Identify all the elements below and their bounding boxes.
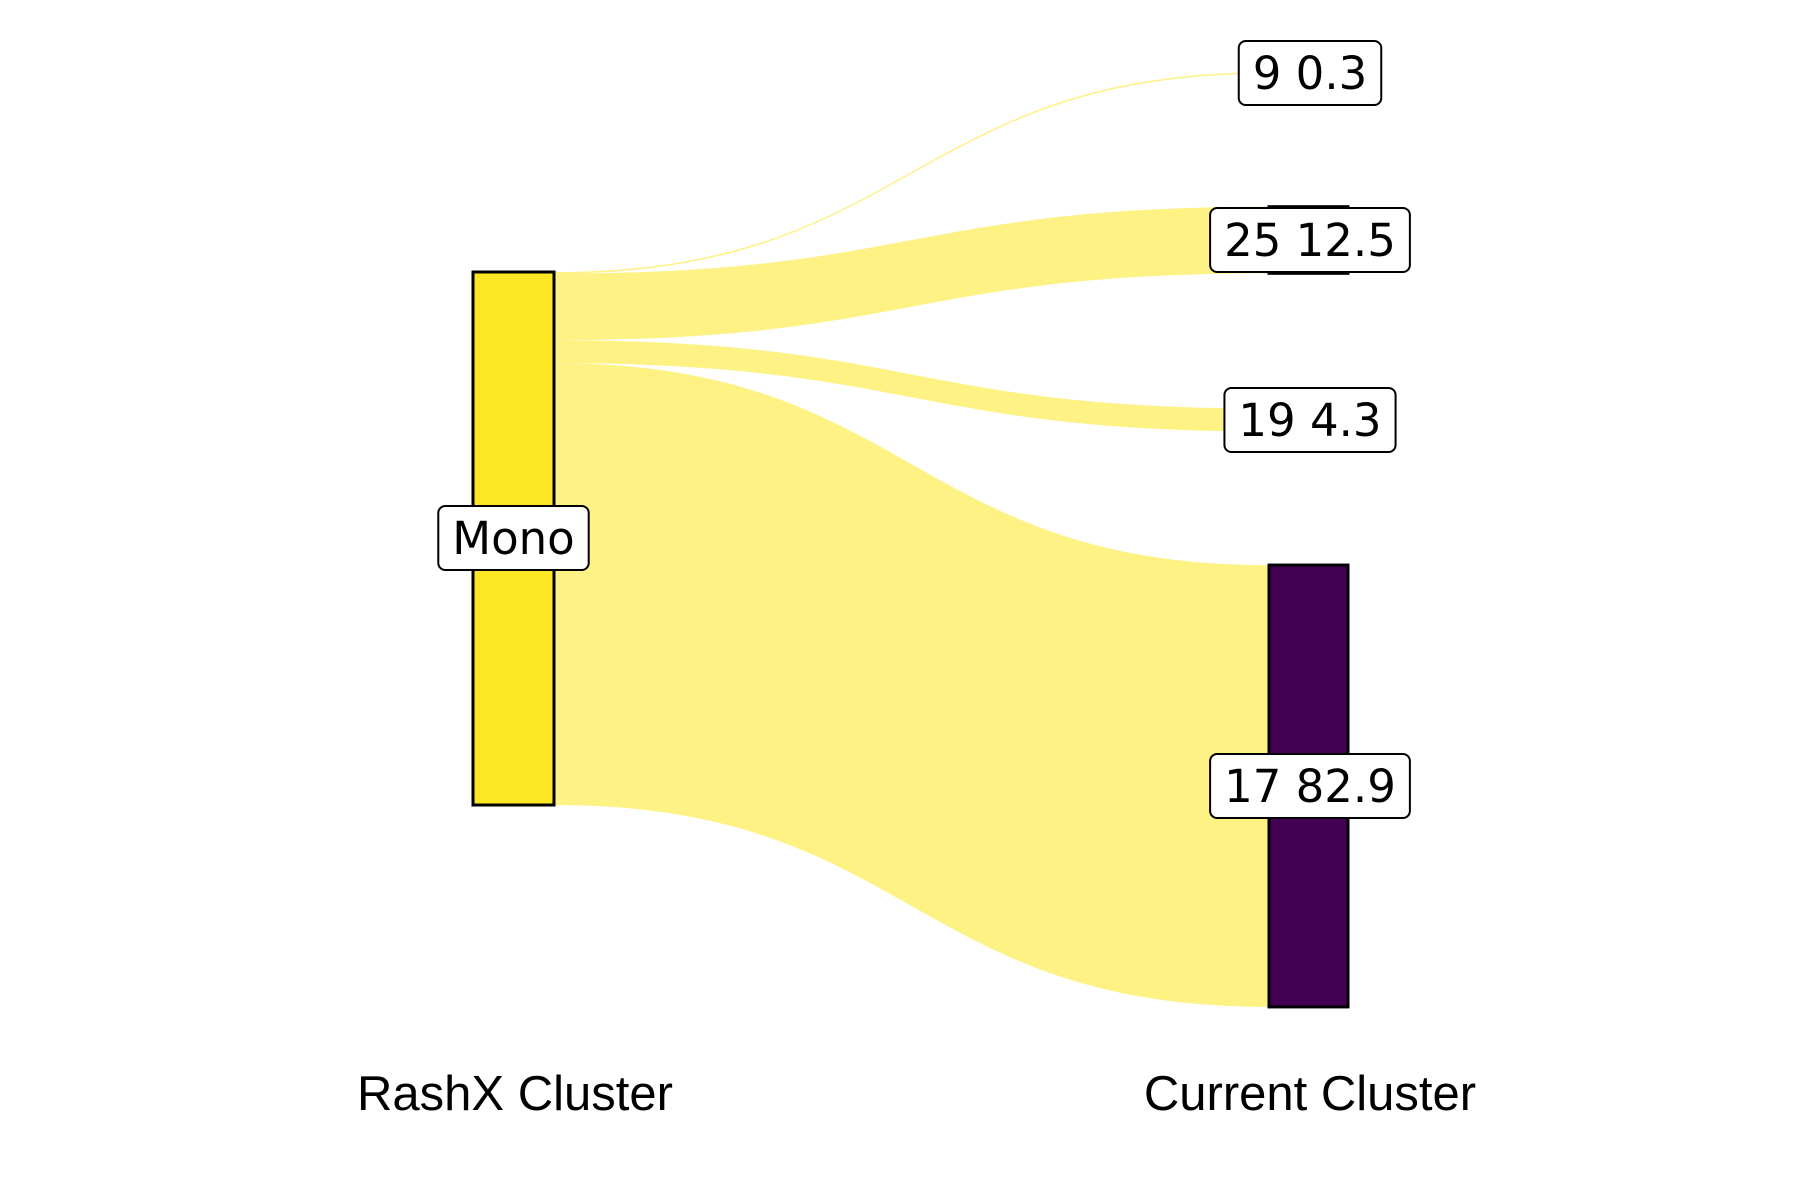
target-label-9: 9 0.3 — [1237, 40, 1383, 106]
axis-label-left: RashX Cluster — [357, 1067, 673, 1121]
svg-text:Mono: Mono — [452, 512, 574, 565]
target-label-17-box — [1209, 753, 1411, 819]
flow-layer — [554, 72, 1269, 1007]
target-label-25-box — [1209, 207, 1411, 273]
target-label-19: 19 4.3 — [1223, 387, 1397, 453]
svg-text:25 12.5: 25 12.5 — [1224, 214, 1396, 267]
svg-text:17 82.9: 17 82.9 — [1224, 760, 1396, 813]
svg-text:9 0.3: 9 0.3 — [1253, 47, 1368, 100]
flow-3 — [554, 363, 1269, 1007]
target-label-19-box — [1223, 387, 1397, 453]
target-label-9-box — [1237, 40, 1383, 106]
source-label-mono: Mono — [437, 505, 590, 571]
flow-2 — [554, 340, 1269, 432]
flow-1 — [554, 206, 1269, 341]
label-layer: Mono 9 0.3 25 12.5 19 4.3 17 82.9 — [437, 40, 1411, 819]
svg-text:19 4.3: 19 4.3 — [1238, 394, 1381, 447]
axis-label-right: Current Cluster — [1144, 1067, 1476, 1121]
target-label-17: 17 82.9 — [1209, 753, 1411, 819]
flow-0 — [554, 72, 1269, 274]
source-label-mono-box — [437, 505, 590, 571]
target-label-25: 25 12.5 — [1209, 207, 1411, 273]
